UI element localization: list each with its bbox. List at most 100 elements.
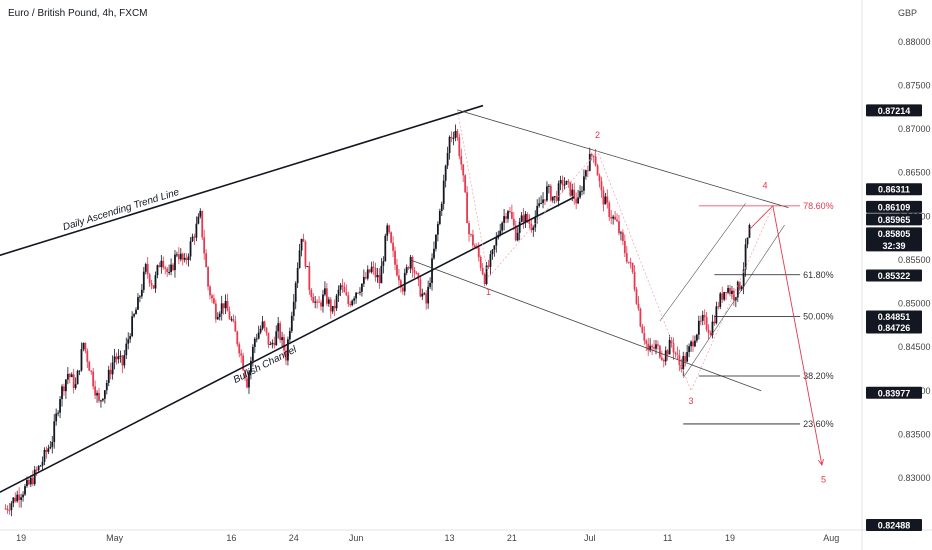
- candle-body: [509, 211, 511, 213]
- candle-body: [162, 260, 165, 268]
- candle-body: [446, 153, 449, 166]
- candle-body: [660, 357, 663, 360]
- candle-body: [226, 301, 229, 312]
- candle-body: [688, 346, 691, 353]
- candle-body: [191, 236, 194, 242]
- candle-body: [409, 257, 412, 269]
- candle-body: [493, 245, 496, 250]
- candle-body: [306, 266, 309, 268]
- candle-body: [316, 301, 319, 303]
- candle-body: [637, 303, 640, 309]
- candle-body: [228, 311, 231, 320]
- price-badge: [866, 227, 922, 252]
- candle-body: [265, 327, 268, 333]
- candle-body: [577, 197, 579, 204]
- candle-body: [524, 213, 527, 222]
- candle-body: [325, 288, 328, 304]
- candle-body: [635, 289, 638, 304]
- candle-body: [201, 210, 204, 238]
- fib-level-label: 23.60%: [803, 419, 834, 429]
- candle-body: [232, 319, 235, 322]
- candle-body: [658, 345, 661, 358]
- candle-body: [29, 477, 32, 485]
- candle-body: [505, 216, 507, 219]
- candle-body: [70, 374, 73, 378]
- candle-body: [512, 218, 515, 226]
- fib-level-label: 61.80%: [803, 270, 834, 280]
- candle-body: [460, 156, 463, 165]
- candle-body: [283, 337, 285, 351]
- candle-body: [731, 290, 733, 295]
- candle-body: [473, 245, 476, 248]
- candle-body: [725, 292, 728, 294]
- candle-body: [532, 227, 535, 231]
- candle-body: [109, 369, 112, 375]
- candle-body: [495, 237, 498, 246]
- candle-body: [464, 175, 467, 193]
- candle-body: [435, 234, 437, 249]
- candle-body: [361, 283, 363, 292]
- candle-body: [292, 301, 295, 316]
- trend-line: [0, 104, 484, 257]
- candle-body: [639, 308, 642, 327]
- candle-body: [94, 386, 97, 396]
- candle-body: [479, 257, 482, 269]
- price-badge: [866, 321, 922, 334]
- candle-body: [610, 216, 613, 219]
- candle-body: [727, 288, 729, 293]
- y-tick-label: 0.85000: [898, 299, 931, 309]
- candle-body: [674, 352, 677, 354]
- candle-body: [324, 288, 326, 295]
- candle-body: [544, 199, 546, 201]
- candle-body: [37, 466, 40, 471]
- candle-body: [320, 302, 322, 307]
- candle-body: [746, 237, 749, 245]
- candle-body: [604, 196, 607, 205]
- candle-body: [507, 211, 509, 219]
- candle-body: [61, 386, 63, 400]
- candle-body: [96, 392, 98, 396]
- candle-body: [22, 494, 24, 498]
- candle-body: [117, 356, 120, 360]
- candle-body: [199, 210, 202, 217]
- candle-body: [310, 289, 313, 297]
- candle-body: [579, 191, 581, 198]
- candle-body: [12, 497, 15, 504]
- x-tick-label: May: [106, 533, 124, 543]
- candle-body: [563, 184, 566, 186]
- candle-body: [234, 321, 237, 332]
- candle-body: [275, 331, 278, 346]
- candle-body: [378, 274, 381, 284]
- wave-label: 1: [486, 287, 491, 297]
- wave-label: 5: [821, 474, 826, 484]
- candle-body: [224, 301, 227, 309]
- candle-body: [592, 155, 595, 157]
- wave-label: 2: [595, 130, 600, 140]
- price-badge: [866, 183, 922, 196]
- candle-body: [236, 331, 239, 345]
- candle-body: [55, 413, 58, 422]
- candle-body: [411, 257, 414, 271]
- candle-body: [425, 293, 428, 304]
- candle-body: [308, 266, 311, 290]
- candle-body: [405, 267, 408, 273]
- candle-body: [65, 379, 67, 392]
- candle-body: [396, 264, 398, 276]
- candle-body: [68, 373, 71, 378]
- candle-body: [614, 216, 616, 220]
- candle-body: [35, 469, 38, 471]
- candle-body: [339, 285, 342, 290]
- candle-body: [113, 356, 116, 363]
- candle-body: [139, 296, 141, 298]
- candle-body: [458, 137, 461, 157]
- candle-body: [697, 320, 700, 335]
- candle-body: [327, 299, 330, 304]
- candle-body: [53, 421, 56, 442]
- candle-body: [82, 342, 85, 350]
- candle-body: [618, 221, 620, 234]
- price-badge-value: 0.85322: [878, 271, 911, 281]
- price-badge-value: 0.87214: [878, 106, 911, 116]
- candle-body: [100, 400, 102, 402]
- candle-body: [694, 340, 696, 347]
- candle-body: [33, 469, 36, 485]
